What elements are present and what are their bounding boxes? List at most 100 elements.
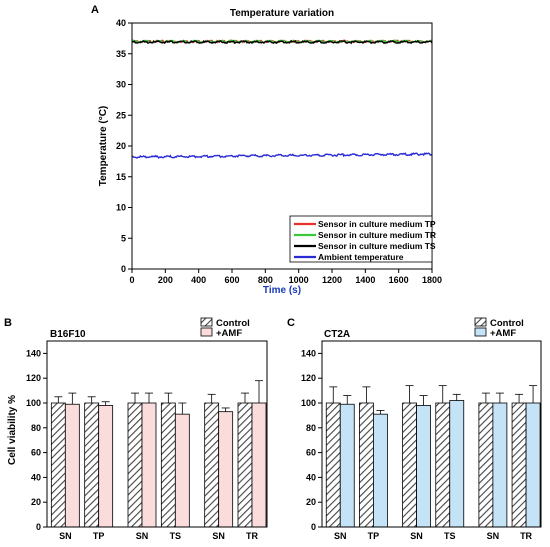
- panel-label-a: A: [91, 4, 99, 16]
- category-label: TR: [246, 531, 258, 541]
- bar-control: [127, 402, 143, 528]
- chart-a-xtick-label: 1200: [322, 275, 342, 285]
- chart-a-xtick-label: 400: [191, 275, 206, 285]
- legend-swatch-amf: [474, 327, 487, 337]
- bar-control: [204, 402, 220, 528]
- category-label: TR: [520, 531, 532, 541]
- panel-label-c: C: [287, 317, 295, 329]
- bar-control: [435, 402, 451, 528]
- category-label: TP: [93, 531, 105, 541]
- chart-b-title: B16F10: [50, 329, 86, 340]
- bar-control: [84, 402, 100, 528]
- bar-control: [478, 402, 494, 528]
- chart-a-ytick-label: 25: [116, 110, 126, 120]
- bar-amf: [218, 411, 234, 528]
- legend-label-amf: +AMF: [216, 328, 242, 339]
- chart-a-title: Temperature variation: [230, 8, 334, 19]
- legend-label-control: Control: [490, 318, 524, 329]
- bar-amf: [492, 402, 508, 528]
- chart-a-xtick-label: 0: [129, 275, 134, 285]
- chart-a-ylabel: Temperature (°C): [98, 106, 109, 187]
- chart-a-ytick-label: 0: [121, 264, 126, 274]
- bar-control: [359, 402, 374, 528]
- chart-a-ytick-label: 30: [116, 80, 126, 90]
- chart-b-ylabel: Cell viability %: [7, 395, 18, 465]
- chart-ytick-label: 40: [31, 472, 41, 482]
- category-label: TP: [368, 531, 380, 541]
- chart-a-ytick-label: 20: [116, 141, 126, 151]
- category-label: TS: [170, 531, 182, 541]
- chart-a: A Temperature variation 0 200 400 600 800 100…: [91, 4, 442, 296]
- chart-ytick-label: 40: [306, 472, 316, 482]
- chart-a-series-line: [131, 152, 433, 159]
- chart-c: C CT2A 0 20 40 60 80 100 120 140 SN TP SN TS SN TR Con…: [287, 317, 542, 541]
- bar-control: [160, 402, 176, 528]
- legend-label-amf: +AMF: [490, 328, 516, 339]
- bar-control: [50, 402, 66, 528]
- chart-a-xtick-label: 200: [158, 275, 173, 285]
- chart-a-legend-label: Sensor in culture medium TR: [318, 230, 436, 240]
- bar-amf: [525, 402, 541, 528]
- legend-swatch-control: [200, 317, 213, 327]
- bar-control: [237, 402, 253, 528]
- bar-control: [402, 402, 417, 528]
- chart-frame: [321, 340, 542, 528]
- chart-a-ytick-label: 35: [116, 49, 126, 59]
- bar-amf: [339, 403, 355, 528]
- chart-ytick-label: 100: [26, 398, 41, 408]
- chart-a-xlabel: Time (s): [263, 285, 301, 296]
- chart-a-legend-label: Sensor in culture medium TP: [318, 219, 436, 229]
- category-label: SN: [212, 531, 225, 541]
- chart-b: B B16F10 Cell viability % 0 20 40 60 80 100 12…: [4, 317, 268, 541]
- chart-a-legend-label: Sensor in culture medium TS: [318, 241, 436, 251]
- chart-a-xtick-label: 1400: [355, 275, 375, 285]
- bar-amf: [416, 405, 431, 528]
- chart-a-xtick-label: 1000: [289, 275, 309, 285]
- chart-ytick-label: 60: [306, 448, 316, 458]
- bar-amf: [449, 400, 465, 528]
- bar-control: [325, 402, 341, 528]
- chart-a-ytick-label: 10: [116, 203, 126, 213]
- category-label: SN: [136, 531, 149, 541]
- legend-swatch-amf: [200, 327, 213, 337]
- chart-ytick-label: 20: [31, 497, 41, 507]
- chart-frame: [46, 340, 268, 528]
- chart-ytick-label: 80: [306, 423, 316, 433]
- chart-a-legend-label: Ambient temperature: [318, 252, 404, 262]
- chart-ytick-label: 140: [301, 348, 316, 358]
- chart-a-xtick-label: 1800: [422, 275, 442, 285]
- chart-a-xtick-label: 1600: [389, 275, 409, 285]
- chart-ytick-label: 80: [31, 423, 41, 433]
- chart-ytick-label: 20: [306, 497, 316, 507]
- category-label: SN: [410, 531, 423, 541]
- bar-amf: [373, 413, 388, 528]
- chart-a-ytick-label: 5: [121, 233, 126, 243]
- chart-ytick-label: 0: [311, 522, 316, 532]
- bar-amf: [251, 402, 267, 528]
- bar-amf: [141, 402, 157, 528]
- category-label: SN: [334, 531, 347, 541]
- chart-a-xtick-label: 800: [258, 275, 273, 285]
- chart-ytick-label: 120: [301, 373, 316, 383]
- chart-a-series-line: [131, 39, 433, 45]
- chart-ytick-label: 100: [301, 398, 316, 408]
- chart-ytick-label: 60: [31, 448, 41, 458]
- bar-amf: [64, 403, 80, 528]
- chart-ytick-label: 0: [36, 522, 41, 532]
- bar-control: [511, 402, 527, 528]
- bar-amf: [174, 413, 190, 528]
- legend-label-control: Control: [216, 318, 250, 329]
- panel-label-b: B: [4, 317, 12, 329]
- legend-swatch-control: [474, 317, 487, 327]
- chart-a-xtick-label: 600: [224, 275, 239, 285]
- category-label: SN: [487, 531, 500, 541]
- chart-a-ytick-label: 15: [116, 172, 126, 182]
- chart-ytick-label: 120: [26, 373, 41, 383]
- chart-c-title: CT2A: [324, 329, 350, 340]
- chart-ytick-label: 140: [26, 348, 41, 358]
- bar-amf: [98, 405, 114, 528]
- chart-a-frame: [131, 22, 433, 270]
- chart-a-ytick-label: 40: [116, 18, 126, 28]
- category-label: SN: [59, 531, 72, 541]
